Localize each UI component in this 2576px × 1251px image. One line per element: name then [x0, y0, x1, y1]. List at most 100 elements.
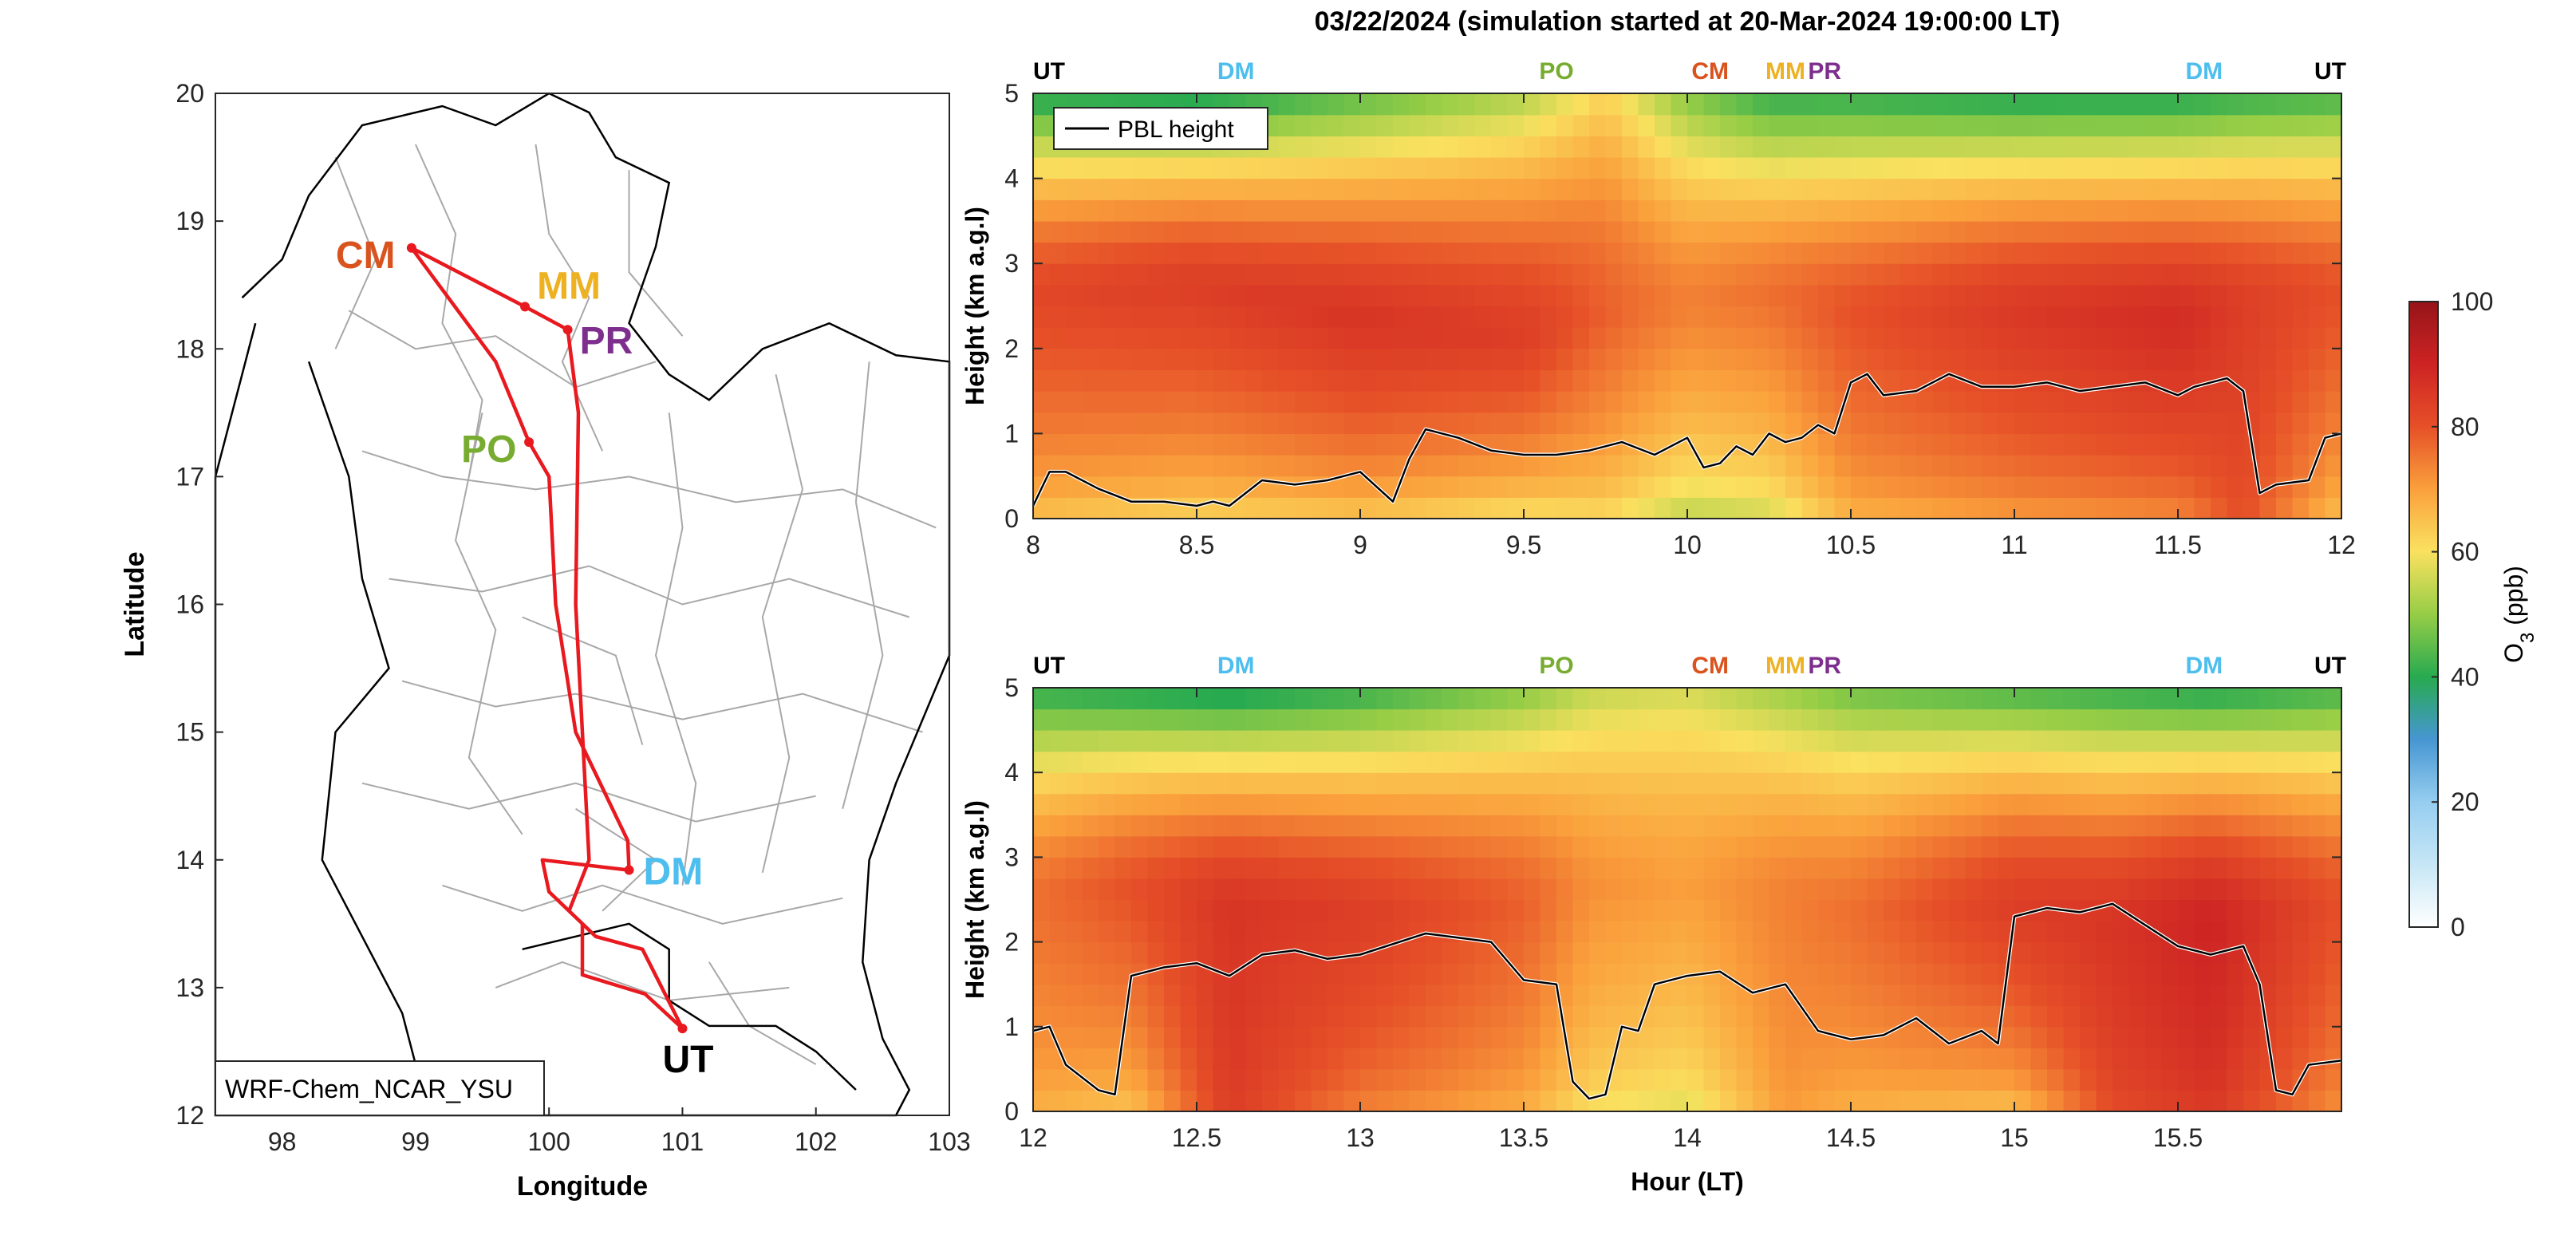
o3-cell	[1474, 878, 1492, 901]
o3-cell	[2292, 369, 2310, 392]
o3-cell	[1949, 1090, 1967, 1112]
o3-cell	[1442, 708, 1459, 731]
o3-cell	[1949, 199, 1967, 222]
o3-cell	[1066, 476, 1083, 498]
o3-cell	[1393, 835, 1410, 858]
o3-cell	[1409, 497, 1426, 519]
o3-cell	[1099, 688, 1116, 710]
o3-cell	[1867, 455, 1884, 477]
o3-cell	[1834, 476, 1852, 498]
o3-cell	[1442, 878, 1459, 901]
o3-cell	[1949, 815, 1967, 837]
o3-cell	[2194, 284, 2211, 307]
o3-cell	[1327, 1068, 1345, 1091]
o3-cell	[1801, 136, 1819, 158]
o3-cell	[1262, 878, 1280, 901]
o3-cell	[1458, 284, 1476, 307]
o3-cell	[2128, 1005, 2146, 1028]
o3-cell	[2063, 476, 2081, 498]
o3-cell	[1491, 369, 1509, 392]
o3-cell	[1524, 114, 1541, 136]
o3-cell	[1818, 178, 1836, 200]
o3-cell	[1164, 1090, 1181, 1112]
province-border	[654, 412, 697, 886]
o3-cell	[2080, 1090, 2097, 1112]
o3-cell	[1213, 899, 1230, 921]
o3-cell	[1458, 772, 1476, 795]
o3-cell	[1655, 497, 1672, 519]
o3-cell	[1213, 327, 1230, 349]
site-cm-marker	[406, 243, 416, 253]
o3-cell	[1245, 178, 1263, 200]
o3-cell	[1033, 835, 1051, 858]
map-y-tick-label: 17	[176, 462, 204, 491]
o3-cell	[1818, 984, 1836, 1006]
o3-cell	[1442, 857, 1459, 879]
o3-cell	[1949, 327, 1967, 349]
o3-cell	[1655, 793, 1672, 815]
o3-cell	[2030, 1005, 2048, 1028]
o3-cell	[1458, 242, 1476, 264]
o3-cell	[2211, 984, 2228, 1006]
o3-cell	[2211, 688, 2228, 710]
o3-cell	[1164, 412, 1181, 434]
o3-cell	[1229, 178, 1247, 200]
o3-cell	[1442, 730, 1459, 752]
o3-cell	[1556, 114, 1574, 136]
o3-cell	[1278, 899, 1296, 921]
o3-cell	[2194, 772, 2211, 795]
o3-cell	[1998, 497, 2015, 519]
o3-cell	[2161, 348, 2179, 371]
o3-cell	[1213, 199, 1230, 222]
o3-cell	[1818, 772, 1836, 795]
o3-cell	[1818, 369, 1836, 392]
o3-cell	[1360, 156, 1378, 180]
o3-cell	[2194, 306, 2211, 328]
o3-cell	[2096, 242, 2113, 264]
o3-cell	[1409, 708, 1426, 731]
o3-cell	[1327, 857, 1345, 879]
o3-cell	[2128, 751, 2146, 773]
o3-cell	[2243, 899, 2261, 921]
o3-cell	[2211, 433, 2228, 456]
o3-cell	[2161, 835, 2179, 858]
o3-cell	[2259, 963, 2277, 985]
o3-cell	[1033, 114, 1051, 136]
o3-cell	[1393, 199, 1410, 222]
o3-cell	[1622, 93, 1639, 116]
o3-cell	[2063, 751, 2081, 773]
o3-cell	[1687, 921, 1705, 943]
o3-cell	[1409, 348, 1426, 371]
o3-cell	[2063, 1048, 2081, 1070]
o3-cell	[2194, 348, 2211, 371]
o3-cell	[1884, 899, 1901, 921]
o3-cell	[1426, 835, 1443, 858]
o3-cell	[1360, 455, 1378, 477]
o3-cell	[2080, 730, 2097, 752]
o3-cell	[2047, 688, 2065, 710]
o3-cell	[2112, 835, 2130, 858]
o3-cell	[2292, 220, 2310, 243]
o3-cell	[1916, 793, 1934, 815]
o3-cell	[1687, 199, 1705, 222]
o3-cell	[1638, 1048, 1655, 1070]
o3-cell	[1916, 455, 1934, 477]
o3-cell	[2063, 242, 2081, 264]
o3-cell	[2014, 199, 2032, 222]
o3-cell	[2276, 284, 2294, 307]
o3-cell	[2128, 178, 2146, 200]
o3-cell	[1622, 369, 1639, 392]
o3-cell	[1818, 730, 1836, 752]
o3-cell	[1245, 751, 1263, 773]
o3-cell	[1278, 857, 1296, 879]
o3-cell	[1066, 857, 1083, 879]
o3-cell	[1229, 306, 1247, 328]
o3-cell	[1605, 941, 1623, 964]
o3-cell	[1884, 136, 1901, 158]
o3-cell	[1426, 708, 1443, 731]
o3-cell	[1229, 1048, 1247, 1070]
o3-cell	[2276, 476, 2294, 498]
o3-cell	[2325, 1005, 2342, 1028]
o3-cell	[2309, 730, 2326, 752]
o3-cell	[1458, 730, 1476, 752]
